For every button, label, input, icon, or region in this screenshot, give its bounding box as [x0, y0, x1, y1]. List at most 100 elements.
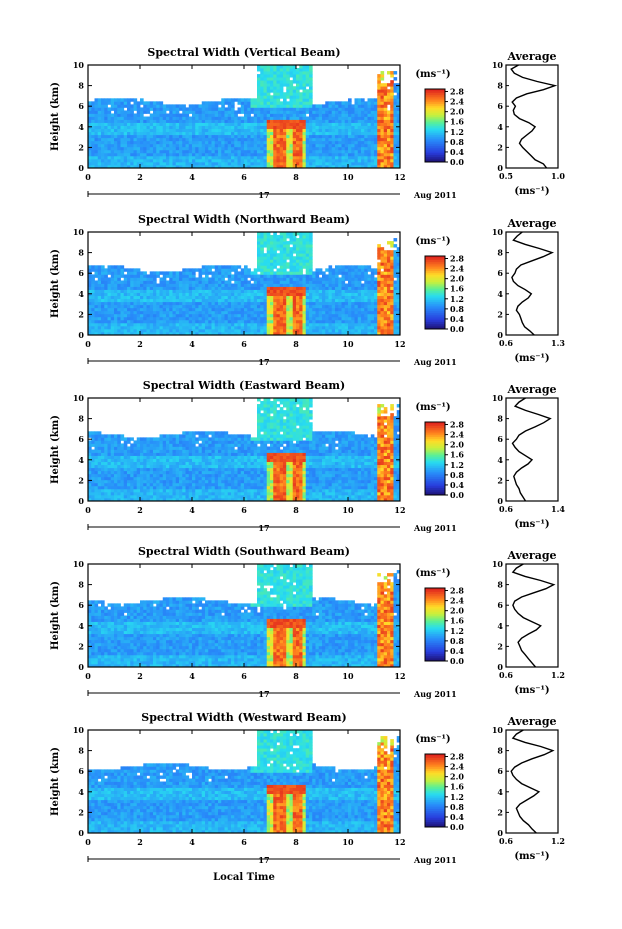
heatmap-cell	[127, 155, 131, 160]
heatmap-cell	[354, 149, 359, 154]
heatmap-cell	[279, 65, 284, 69]
heatmap-cell	[146, 140, 151, 145]
heatmap-cell	[351, 152, 355, 157]
heatmap-cell	[214, 101, 219, 105]
colorbar-step	[425, 281, 445, 284]
heatmap-cell	[237, 286, 242, 290]
heatmap-cell	[237, 155, 242, 160]
heatmap-cell	[250, 298, 255, 303]
heatmap-cell	[88, 298, 92, 303]
heatmap-cell	[354, 271, 359, 275]
heatmap-cell	[289, 256, 294, 260]
heatmap-cell	[205, 316, 209, 321]
heatmap-cell	[198, 149, 203, 154]
heatmap-cell	[315, 122, 320, 126]
heatmap-cell	[127, 113, 131, 117]
heatmap-cell	[107, 298, 112, 303]
heatmap-cell	[260, 232, 264, 236]
heatmap-cell	[305, 74, 310, 78]
heatmap-cell	[286, 143, 290, 148]
heatmap-cell	[348, 289, 352, 293]
heatmap-cell	[136, 331, 141, 336]
heatmap-cell	[201, 331, 206, 336]
heatmap-cell	[318, 304, 323, 309]
heatmap-cell	[179, 146, 183, 151]
heatmap-cell	[156, 140, 160, 145]
heatmap-cell	[234, 286, 238, 290]
heatmap-cell	[140, 304, 144, 309]
heatmap-cell	[120, 322, 125, 327]
heatmap-cell	[367, 310, 372, 315]
heatmap-cell	[380, 277, 385, 281]
heatmap-cell	[305, 238, 310, 242]
heatmap-cell	[276, 328, 281, 333]
heatmap-cell	[364, 283, 368, 287]
heatmap-cell	[211, 271, 216, 275]
heatmap-cell	[263, 110, 268, 114]
heatmap-cell	[247, 137, 251, 142]
heatmap-cell	[260, 95, 264, 99]
heatmap-cell	[341, 107, 346, 111]
heatmap-cell	[383, 295, 388, 300]
heatmap-cell	[133, 328, 138, 333]
heatmap-cell	[94, 497, 99, 502]
heatmap-cell	[201, 137, 206, 142]
heatmap-cell	[325, 146, 329, 151]
heatmap-cell	[380, 322, 385, 327]
heatmap-cell	[211, 265, 216, 269]
heatmap-cell	[91, 277, 95, 281]
heatmap-cell	[302, 161, 307, 166]
heatmap-cell	[354, 295, 359, 300]
heatmap-cell	[244, 277, 248, 281]
heatmap-cell	[263, 265, 268, 269]
heatmap-cell	[101, 301, 105, 306]
heatmap-cell	[266, 277, 271, 281]
heatmap-cell	[318, 152, 323, 157]
heatmap-cell	[348, 322, 352, 327]
heatmap-cell	[211, 286, 216, 290]
heatmap-cell	[104, 158, 108, 163]
heatmap-cell	[140, 98, 144, 102]
profile-y-tick-label: 8	[497, 81, 503, 91]
heatmap-cell	[123, 149, 128, 154]
heatmap-cell	[279, 140, 284, 145]
heatmap-cell	[387, 95, 391, 99]
heatmap-cell	[94, 107, 99, 111]
heatmap-cell	[162, 158, 167, 163]
profile-y-tick-label: 2	[497, 142, 503, 152]
heatmap-cell	[286, 298, 290, 303]
heatmap-cell	[257, 325, 261, 330]
heatmap-cell	[338, 134, 342, 139]
heatmap-cell	[273, 316, 277, 321]
heatmap-cell	[88, 164, 92, 169]
heatmap-cell	[361, 328, 365, 333]
heatmap-cell	[237, 274, 242, 278]
heatmap-cell	[283, 232, 287, 236]
heatmap-cell	[237, 128, 242, 133]
heatmap-cell	[110, 274, 115, 278]
heatmap-cell	[130, 325, 134, 330]
heatmap-cell	[299, 83, 303, 87]
heatmap-cell	[195, 325, 199, 330]
heatmap-cell	[104, 322, 108, 327]
heatmap-cell	[299, 298, 303, 303]
heatmap-cell	[247, 301, 251, 306]
heatmap-cell	[328, 277, 333, 281]
heatmap-cell	[240, 322, 245, 327]
heatmap-cell	[185, 304, 190, 309]
heatmap-cell	[218, 292, 222, 297]
heatmap-cell	[387, 292, 391, 297]
heatmap-cell	[237, 146, 242, 151]
heatmap-cell	[205, 319, 209, 324]
heatmap-cell	[253, 289, 258, 293]
heatmap-cell	[335, 143, 339, 148]
heatmap-cell	[240, 304, 245, 309]
heatmap-cell	[234, 116, 238, 120]
heatmap-cell	[328, 140, 333, 145]
heatmap-cell	[377, 98, 381, 102]
heatmap-cell	[357, 292, 362, 297]
heatmap-cell	[292, 301, 297, 306]
heatmap-cell	[120, 271, 125, 275]
heatmap-cell	[260, 161, 264, 166]
heatmap-cell	[331, 134, 336, 139]
